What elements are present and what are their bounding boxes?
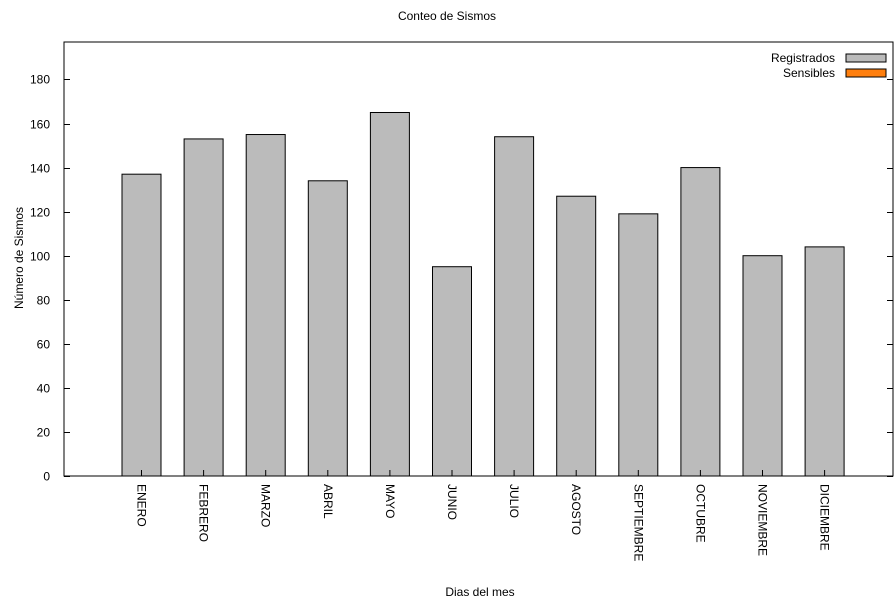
x-tick-label: JUNIO	[445, 484, 459, 520]
bar-marzo	[245, 134, 286, 477]
bar-julio	[494, 136, 535, 477]
bar-enero	[121, 173, 162, 477]
y-tick-label: 20	[37, 426, 51, 440]
x-axis-label: Dias del mes	[445, 585, 515, 599]
chart-title: Conteo de Sismos	[397, 9, 497, 23]
plot-frame	[63, 41, 894, 477]
y-tick-label: 40	[37, 382, 51, 396]
legend-label: Registrados	[771, 51, 835, 65]
y-tick-label: 180	[30, 73, 50, 87]
bar-mayo	[369, 111, 410, 477]
x-tick-label: MARZO	[259, 484, 273, 527]
y-tick-label: 0	[43, 470, 50, 484]
y-tick-label: 160	[30, 118, 50, 132]
y-tick-label: 60	[37, 338, 51, 352]
bar-diciembre	[804, 246, 845, 477]
bar-noviembre	[742, 255, 783, 477]
x-tick-label: DICIEMBRE	[818, 484, 832, 551]
y-tick-label: 80	[37, 294, 51, 308]
bar-octubre	[680, 167, 721, 477]
legend-label: Sensibles	[783, 66, 835, 80]
x-tick-label: AGOSTO	[569, 484, 583, 535]
x-tick-label: MAYO	[383, 484, 397, 518]
bar-septiembre	[618, 213, 659, 477]
bar-abril	[307, 180, 348, 477]
x-tick-label: ENERO	[135, 484, 149, 527]
bar-junio	[432, 266, 472, 477]
x-tick-label: OCTUBRE	[693, 484, 707, 543]
x-tick-label: FEBRERO	[197, 484, 211, 542]
legend-swatch	[845, 68, 887, 78]
x-tick-label: ABRIL	[321, 484, 335, 519]
y-tick-label: 120	[30, 206, 50, 220]
bar-agosto	[556, 195, 597, 477]
x-tick-label: NOVIEMBRE	[756, 484, 770, 556]
bar-febrero	[183, 138, 224, 477]
y-tick-label: 140	[30, 162, 50, 176]
legend-swatch	[845, 53, 887, 63]
x-tick-label: SEPTIEMBRE	[631, 484, 645, 561]
x-tick-label: JULIO	[507, 484, 521, 518]
y-tick-label: 100	[30, 250, 50, 264]
